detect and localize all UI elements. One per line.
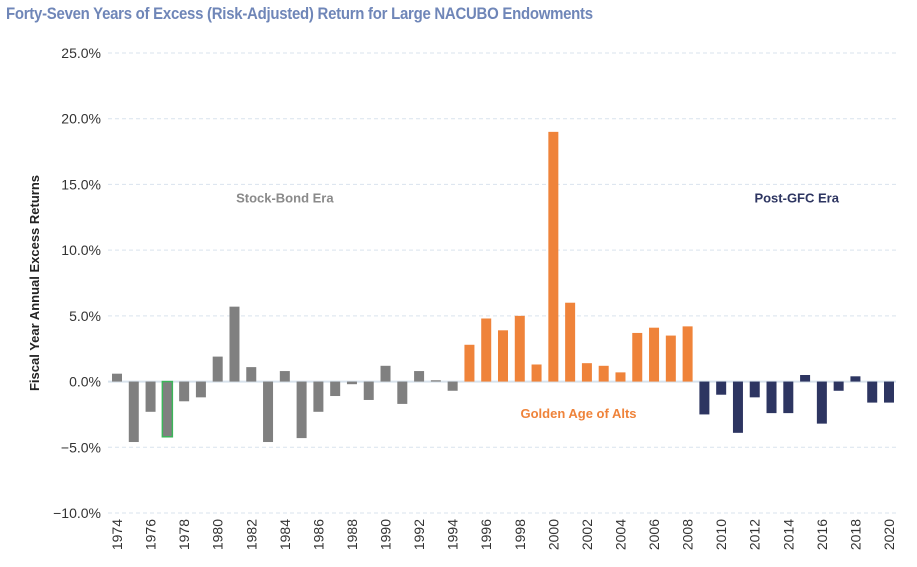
bar-2018: [850, 376, 861, 382]
x-tick-label: 2018: [847, 519, 863, 550]
x-tick-label: 1986: [310, 519, 326, 550]
bar-2011: [732, 381, 743, 433]
bar-2019: [867, 381, 878, 403]
bar-2010: [716, 381, 727, 395]
bar-2014: [783, 381, 794, 414]
x-tick-label: 2014: [780, 519, 796, 550]
bar-2007: [665, 335, 676, 382]
bars: [112, 131, 894, 443]
bar-1986: [313, 381, 324, 412]
bar-1983: [263, 381, 274, 443]
era-label: Post-GFC Era: [754, 191, 839, 206]
x-tick-label: 1996: [478, 519, 494, 550]
x-tick-label: 2006: [646, 519, 662, 550]
bar-2008: [682, 326, 693, 382]
y-tick-label: 15.0%: [61, 176, 101, 192]
x-tick-label: 1980: [210, 519, 226, 550]
x-tick-label: 1976: [143, 519, 159, 550]
bar-1974: [112, 373, 122, 382]
x-tick-label: 2020: [881, 519, 897, 550]
bar-1992: [414, 371, 425, 382]
y-tick-label: 5.0%: [69, 308, 101, 324]
y-tick-label: −10.0%: [53, 505, 101, 521]
x-tick-label: 1994: [445, 519, 461, 550]
y-tick-label: 0.0%: [69, 374, 101, 390]
bar-1987: [330, 381, 341, 397]
bar-1981: [229, 306, 240, 382]
bar-1979: [195, 381, 206, 398]
x-tick-label: 1982: [243, 519, 259, 550]
bar-1984: [279, 371, 290, 382]
bar-2005: [632, 332, 643, 382]
x-tick-label: 1978: [176, 519, 192, 550]
bar-1997: [498, 330, 508, 382]
bar-2012: [749, 381, 760, 398]
bar-2017: [833, 381, 844, 391]
x-tick-label: 1992: [411, 519, 427, 550]
bar-1988: [346, 381, 357, 385]
x-tick-label: 2000: [545, 519, 561, 550]
bar-1977: [161, 380, 174, 438]
bar-2001: [565, 302, 576, 382]
bar-1989: [363, 381, 374, 400]
bar-1975: [128, 381, 139, 443]
bar-2002: [581, 363, 592, 382]
x-tick-label: 1984: [277, 519, 293, 550]
bar-1999: [531, 364, 542, 382]
x-axis-ticks: 1974 1976 1978 1980 1982 1984 1986 1988 1990 1992…: [109, 519, 897, 550]
x-tick-label: 1974: [109, 519, 125, 550]
x-tick-label: 2004: [612, 519, 628, 550]
x-tick-label: 1990: [378, 519, 394, 550]
era-labels: Stock-Bond Era Golden Age of Alts Post-GFC…: [236, 191, 840, 422]
bar-2020: [884, 381, 894, 403]
bar-2009: [699, 381, 710, 415]
bar-1991: [397, 381, 408, 404]
y-tick-label: 25.0%: [61, 45, 101, 61]
bar-2015: [800, 375, 811, 382]
bar-1996: [481, 318, 492, 382]
bar-1985: [296, 381, 307, 439]
bar-2006: [649, 327, 660, 382]
bar-1990: [380, 365, 391, 382]
x-tick-label: 2010: [713, 519, 729, 550]
bar-1978: [179, 381, 190, 402]
x-tick-label: 2008: [680, 519, 696, 550]
y-axis-ticks: 25.0% 20.0% 15.0% 10.0% 5.0% 0.0% −5.0% −10.0%: [53, 45, 101, 521]
bar-2013: [766, 381, 777, 414]
bar-1976: [145, 381, 156, 412]
x-tick-label: 1998: [512, 519, 528, 550]
bar-1994: [447, 381, 458, 391]
bar-1993: [430, 380, 441, 382]
chart-title: Forty-Seven Years of Excess (Risk-Adjust…: [6, 4, 593, 23]
bar-1980: [212, 356, 223, 382]
era-label: Golden Age of Alts: [520, 406, 636, 421]
bar-1998: [514, 315, 525, 382]
bar-2003: [598, 365, 609, 382]
bar-1982: [246, 367, 257, 382]
x-tick-label: 2016: [814, 519, 830, 550]
y-tick-label: −5.0%: [61, 439, 101, 455]
x-tick-label: 1988: [344, 519, 360, 550]
x-tick-label: 2002: [579, 519, 595, 550]
x-tick-label: 2012: [747, 519, 763, 550]
y-tick-label: 20.0%: [61, 111, 101, 127]
y-tick-label: 10.0%: [61, 242, 101, 258]
gridlines: [108, 52, 896, 514]
bar-2016: [816, 381, 827, 424]
bar-1995: [464, 344, 475, 382]
bar-2004: [615, 372, 626, 382]
y-axis-label: Fiscal Year Annual Excess Returns: [27, 175, 42, 391]
bar-2000: [548, 131, 559, 382]
era-label: Stock-Bond Era: [236, 191, 334, 206]
